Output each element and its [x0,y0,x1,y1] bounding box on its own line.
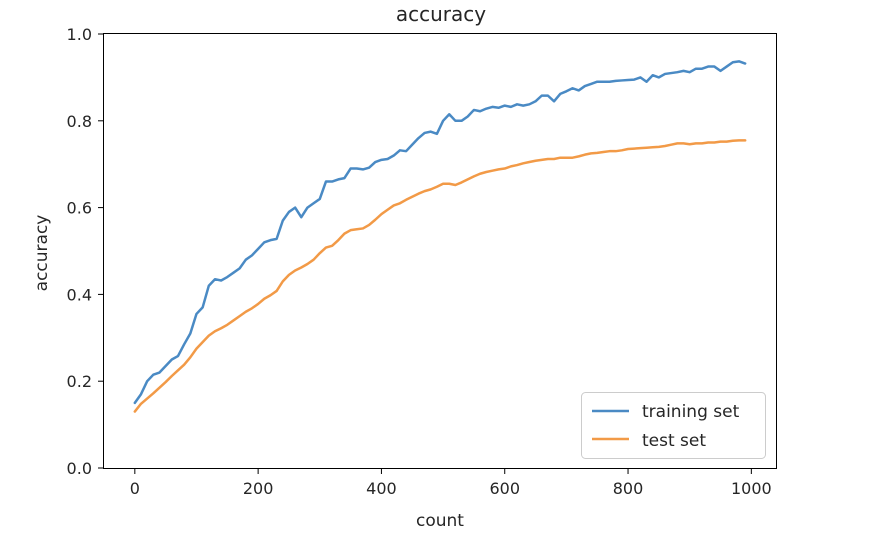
y-axis-ticks: 0.0 0.2 0.4 0.6 0.8 1.0 [67,25,104,478]
legend-label-training-set: training set [642,402,740,422]
x-tick-label: 400 [366,479,397,498]
legend-box [581,392,766,459]
legend-label-test-set: test set [642,431,706,451]
y-tick-label: 0.8 [67,112,92,131]
plot-lines [133,60,747,413]
x-tick-label: 200 [243,479,274,498]
y-tick-label: 0.6 [67,199,92,218]
x-tick-label: 0 [130,479,140,498]
x-tick-label: 1000 [731,479,772,498]
plot-frame [103,33,777,469]
chart-title: accuracy [396,2,486,26]
y-tick-label: 0.2 [67,372,92,391]
x-axis-ticks: 0 200 400 600 800 1000 [130,468,772,498]
y-tick-label: 1.0 [67,25,92,44]
x-tick-label: 800 [613,479,644,498]
series-line-test-set [133,139,747,413]
y-tick-label: 0.4 [67,285,92,304]
y-tick-label: 0.0 [67,459,92,478]
x-axis-label: count [416,511,464,531]
x-tick-label: 600 [489,479,520,498]
legend: training set test set [581,392,766,459]
series-line-training-set [133,60,747,405]
y-axis-label: accuracy [32,215,52,292]
